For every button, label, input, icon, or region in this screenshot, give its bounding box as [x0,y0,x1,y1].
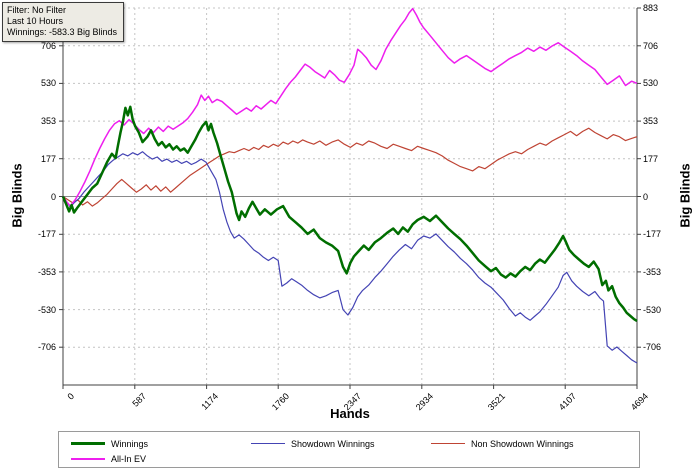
y-tick-label-right: 0 [643,191,649,202]
legend-row: Winnings Showdown Winnings Non Showdown … [71,436,639,451]
legend-label-non-showdown-winnings: Non Showdown Winnings [471,438,574,449]
filter-info-line: Winnings: -583.3 Big Blinds [7,27,118,37]
filter-info-line: Last 10 Hours [7,16,64,26]
y-tick-label-right: 353 [643,116,659,127]
y-tick-label-right: -706 [643,342,662,353]
all-in-ev-line-swatch [71,457,105,460]
y-tick-label-left: 0 [50,191,56,202]
y-tick-label-left: -530 [37,304,56,315]
series-line-winnings [61,105,638,323]
x-axis-title: Hands [330,406,370,421]
legend-item-all-in-ev: All-In EV [71,454,251,464]
y-tick-label-right: 883 [643,3,659,13]
legend-item-non-showdown-winnings: Non Showdown Winnings [431,439,611,449]
series-line-non-showdown-winnings [62,127,638,207]
showdown-winnings-line-swatch [251,443,285,444]
legend: Winnings Showdown Winnings Non Showdown … [58,431,640,468]
y-tick-label-right: -530 [643,304,662,315]
y-tick-label-left: 177 [40,153,56,164]
y-tick-label-right: -353 [643,266,662,277]
legend-label-winnings: Winnings [111,438,149,449]
winnings-line-swatch [71,442,105,445]
y-tick-label-left: 530 [40,78,56,89]
y-tick-label-left: 353 [40,116,56,127]
legend-item-winnings: Winnings [71,439,251,449]
y-tick-label-left: -177 [37,229,56,240]
y-tick-label-right: 177 [643,153,659,164]
filter-info-line: Filter: No Filter [7,5,67,15]
series-line-showdown-winnings [62,151,638,364]
y-tick-label-left: 706 [40,40,56,51]
y-tick-label-left: -353 [37,266,56,277]
legend-row: All-In EV [71,451,639,466]
legend-item-showdown-winnings: Showdown Winnings [251,439,431,449]
legend-label-showdown-winnings: Showdown Winnings [291,438,375,449]
y-tick-label-right: 530 [643,78,659,89]
legend-label-all-in-ev: All-In EV [111,453,147,464]
y-tick-label-right: 706 [643,40,659,51]
non-showdown-winnings-line-swatch [431,443,465,444]
filter-info-box: Filter: No Filter Last 10 Hours Winnings… [2,2,125,42]
y-tick-label-right: -177 [643,229,662,240]
y-tick-label-left: -706 [37,342,56,353]
